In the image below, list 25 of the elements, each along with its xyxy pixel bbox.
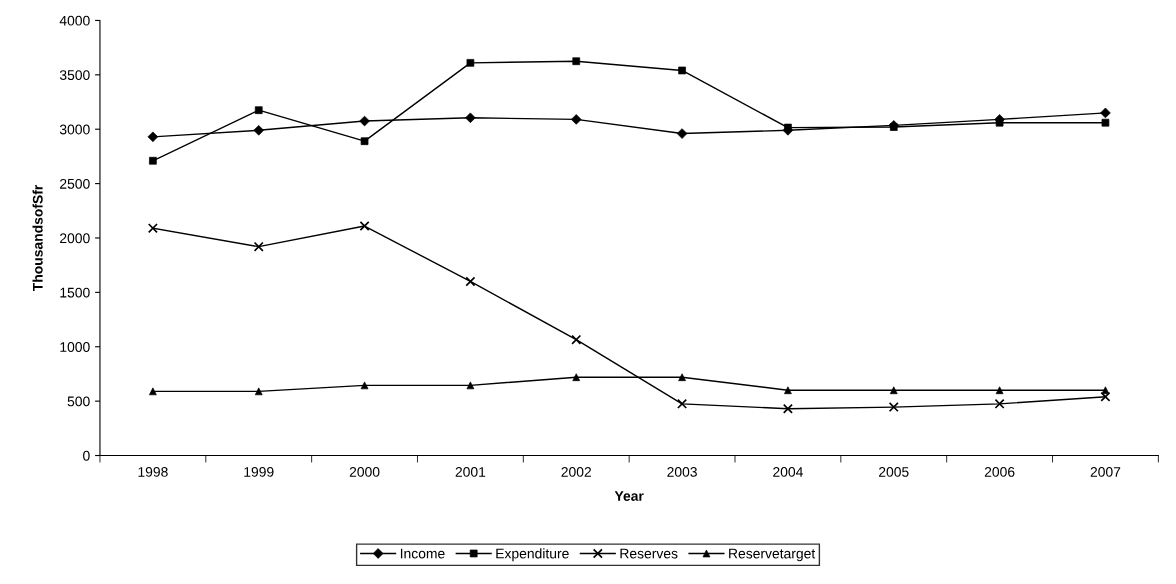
x-tick-label: 2006 [984, 467, 1015, 477]
x-tick-label: 2005 [879, 467, 909, 477]
y-tick-label: 500 [67, 396, 90, 407]
x-tick-label: 2000 [349, 467, 380, 477]
y-tick-label: 2500 [60, 178, 90, 189]
x-tick-label: 1999 [244, 467, 274, 477]
x-tick-label: 1998 [138, 467, 168, 477]
x-tick-label: 2002 [561, 467, 591, 477]
legend-label: Reserves [620, 548, 678, 559]
y-tick-label: 1500 [60, 287, 90, 298]
legend-label: Reservetarget [729, 548, 816, 562]
legend-label: Expenditure [496, 548, 569, 562]
y-tick-label: 0 [83, 450, 90, 461]
y-tick-label: 2000 [60, 233, 90, 244]
y-tick-label: 3500 [59, 70, 90, 80]
x-tick-label: 2007 [1090, 467, 1121, 477]
legend-label: Income [400, 548, 445, 559]
y-axis-title: ThousandsofSfr [32, 184, 43, 292]
x-tick-label: 2001 [455, 467, 486, 477]
x-axis-title: Year [614, 491, 644, 501]
x-tick-label: 2004 [773, 467, 803, 477]
y-tick-label: 1000 [60, 342, 90, 352]
x-tick-label: 2003 [667, 467, 697, 477]
y-tick-label: 3000 [59, 124, 90, 135]
y-tick-label: 4000 [59, 15, 90, 26]
